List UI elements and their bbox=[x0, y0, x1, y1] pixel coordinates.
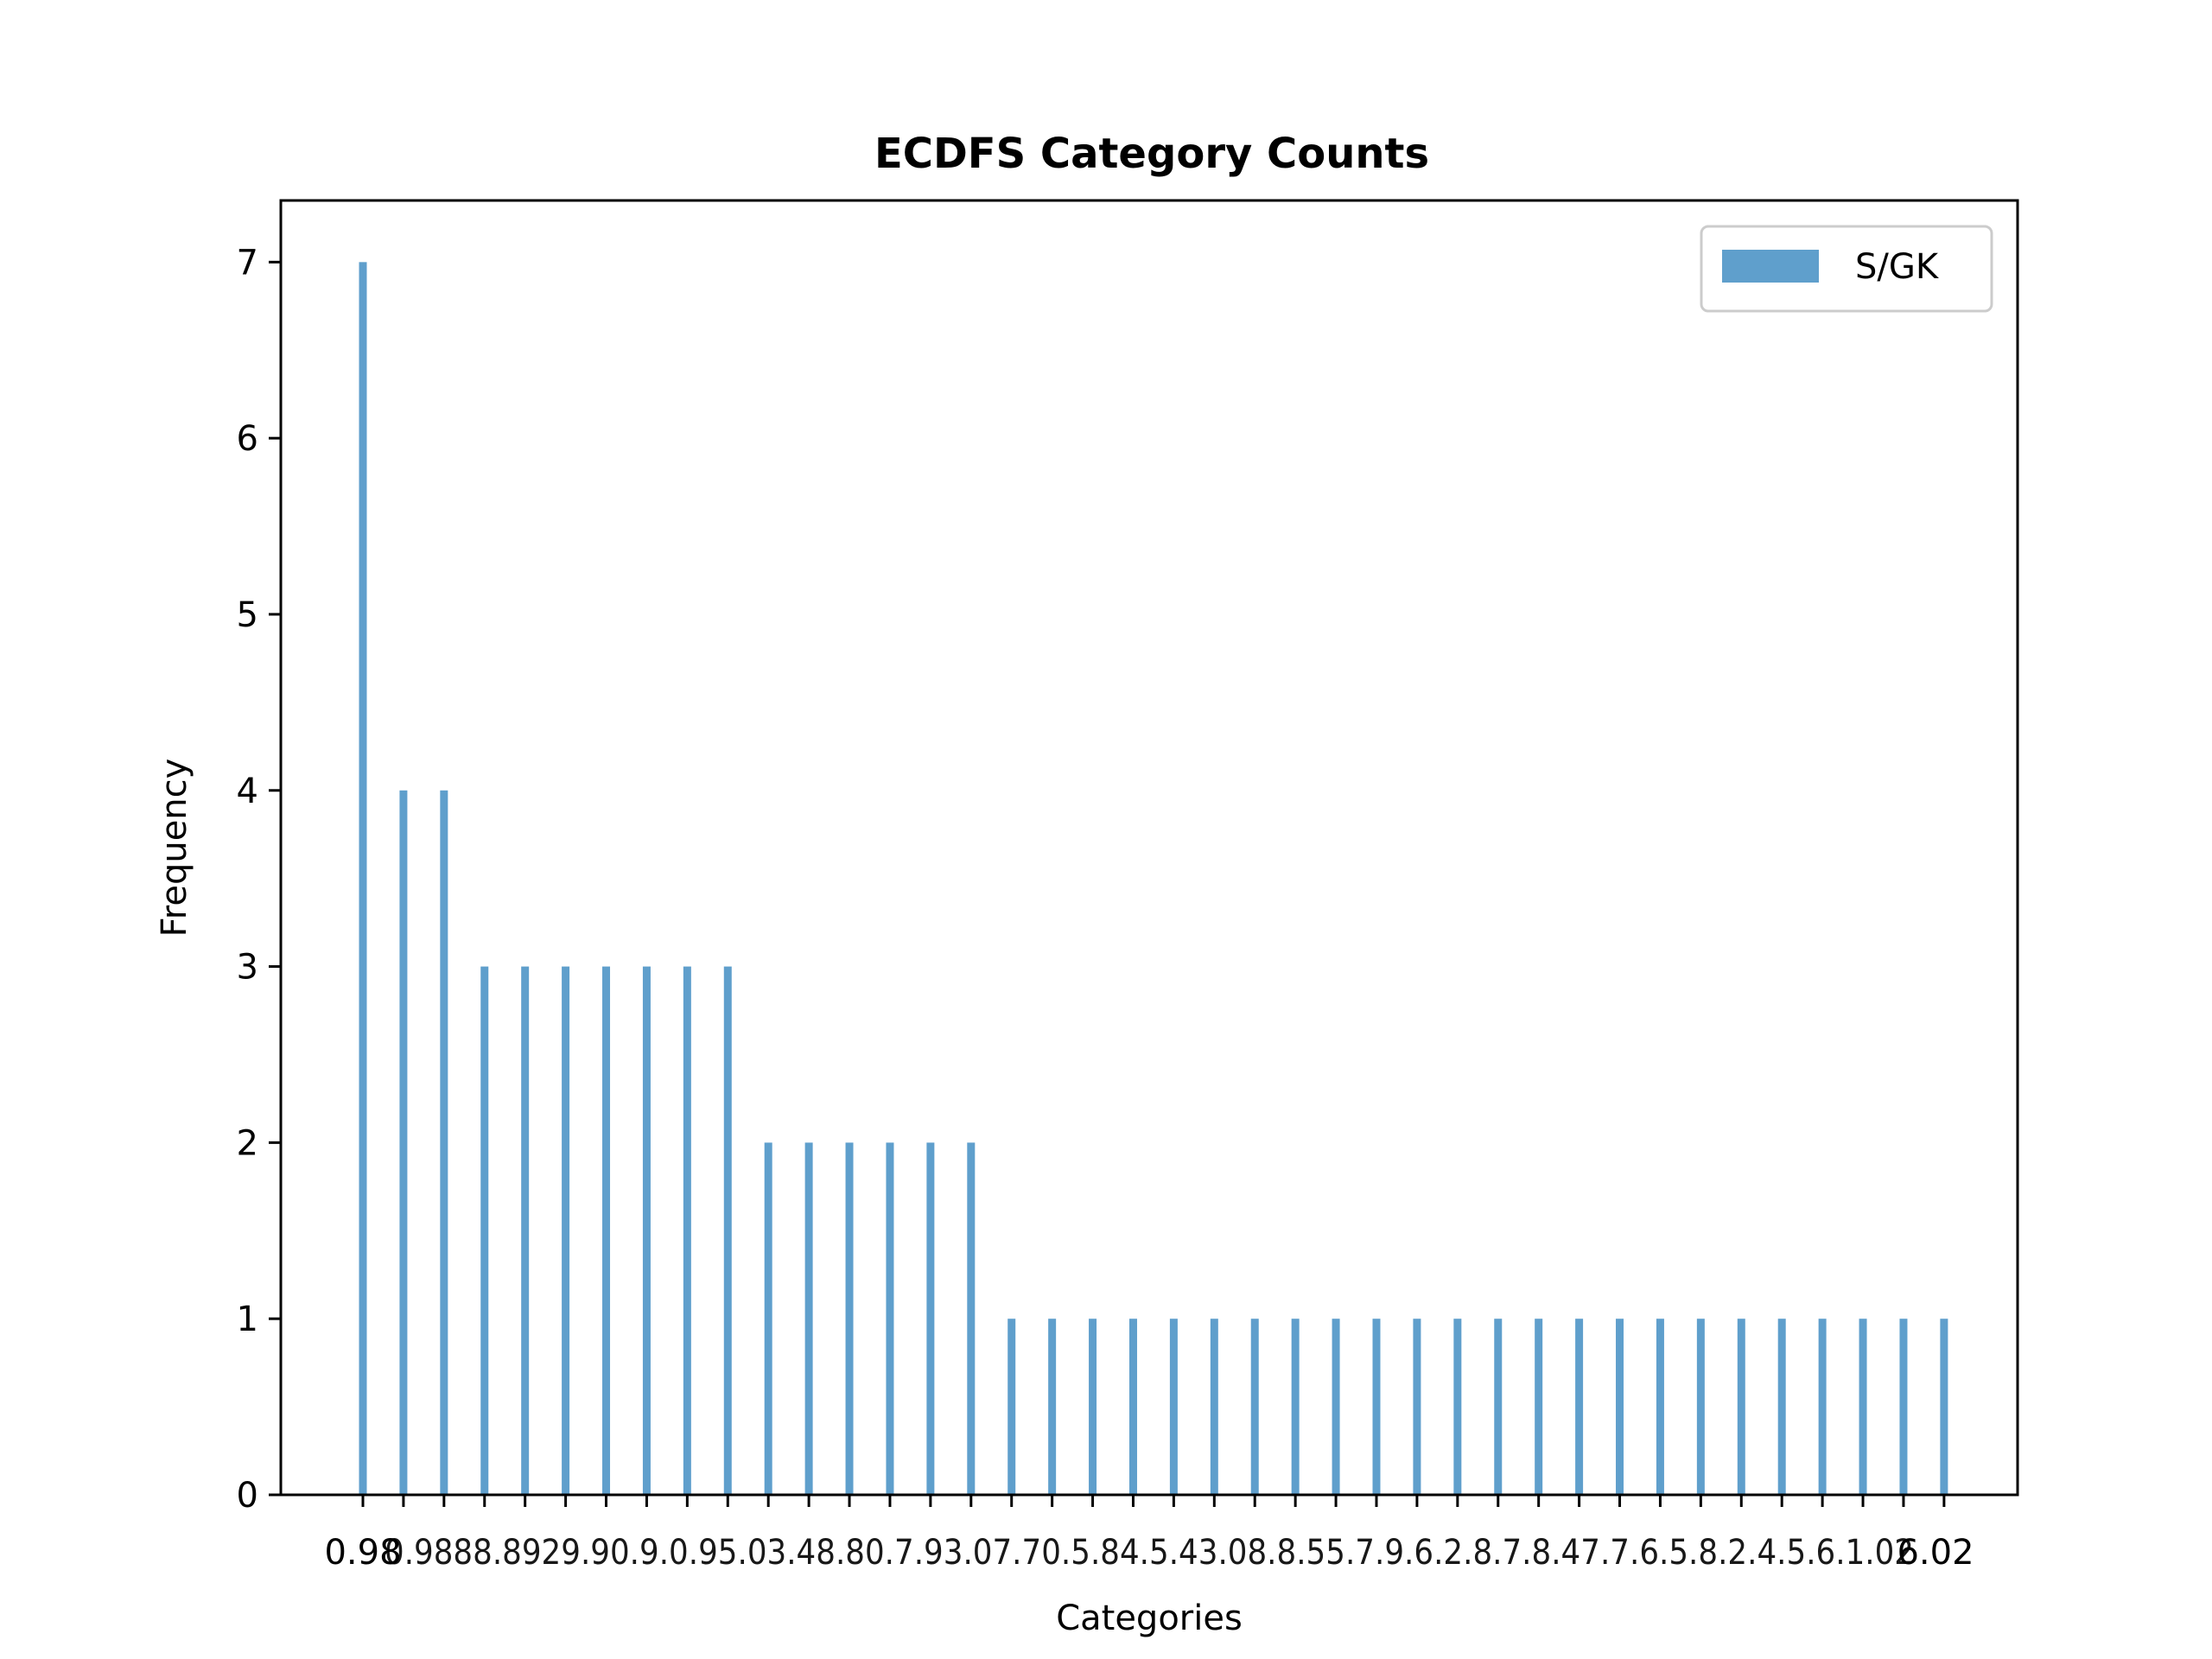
bar bbox=[1291, 1319, 1300, 1495]
bar bbox=[1169, 1319, 1178, 1495]
bar bbox=[480, 966, 489, 1495]
bar bbox=[1656, 1319, 1664, 1495]
bar bbox=[1859, 1319, 1867, 1495]
bar bbox=[1250, 1319, 1259, 1495]
bar bbox=[562, 966, 570, 1495]
bar bbox=[1899, 1319, 1908, 1495]
bar bbox=[1210, 1319, 1218, 1495]
x-axis-ticks bbox=[361, 1495, 1946, 1507]
bar bbox=[521, 966, 530, 1495]
y-tick-label: 7 bbox=[237, 243, 258, 283]
bar bbox=[886, 1142, 894, 1495]
legend-swatch bbox=[1722, 250, 1819, 283]
bar bbox=[1616, 1319, 1624, 1495]
bar bbox=[683, 966, 691, 1495]
bar bbox=[804, 1142, 813, 1495]
y-axis-ticks: 0 1 2 3 4 5 6 7 bbox=[237, 243, 281, 1516]
bar bbox=[1413, 1319, 1421, 1495]
y-tick-label: 5 bbox=[237, 595, 258, 635]
y-tick-label: 2 bbox=[237, 1123, 258, 1163]
bar-series bbox=[359, 262, 1948, 1495]
bar bbox=[440, 790, 448, 1495]
chart-title: ECDFS Category Counts bbox=[874, 130, 1429, 178]
y-tick-label: 0 bbox=[237, 1476, 258, 1516]
y-tick-label: 4 bbox=[237, 772, 258, 811]
bar bbox=[1575, 1319, 1584, 1495]
legend: S/GK bbox=[1700, 225, 1993, 313]
bar bbox=[764, 1142, 772, 1495]
bar bbox=[1007, 1319, 1016, 1495]
bar bbox=[1494, 1319, 1503, 1495]
y-axis-label: Frequency bbox=[155, 759, 194, 938]
legend-box bbox=[1700, 225, 1993, 313]
bar bbox=[845, 1142, 854, 1495]
bar bbox=[1048, 1319, 1057, 1495]
bar bbox=[1453, 1319, 1462, 1495]
x-axis-label: Categories bbox=[1056, 1599, 1243, 1638]
bar bbox=[1696, 1319, 1705, 1495]
y-tick-label: 3 bbox=[237, 948, 258, 988]
bar bbox=[926, 1142, 935, 1495]
bar bbox=[1332, 1319, 1340, 1495]
bar bbox=[967, 1142, 976, 1495]
bar bbox=[1372, 1319, 1381, 1495]
bar bbox=[723, 966, 732, 1495]
bar bbox=[642, 966, 651, 1495]
x-tick-labels-overlapping: 0.9888.8929.90.9.0.95.03.48.80.7.93.07.7… bbox=[385, 1533, 1914, 1573]
bar bbox=[1089, 1319, 1097, 1495]
y-tick-label: 1 bbox=[237, 1300, 258, 1339]
plot-frame bbox=[279, 199, 2019, 1497]
bar bbox=[602, 966, 611, 1495]
bar bbox=[1737, 1319, 1745, 1495]
bar bbox=[359, 262, 367, 1495]
bar bbox=[1128, 1319, 1137, 1495]
bar bbox=[1777, 1319, 1786, 1495]
legend-label: S/GK bbox=[1855, 247, 1940, 287]
bar bbox=[1818, 1319, 1827, 1495]
x-tick-label-first: 0.98 bbox=[324, 1533, 401, 1573]
bar bbox=[1535, 1319, 1543, 1495]
x-tick-label-last: 6.02 bbox=[1897, 1533, 1974, 1573]
y-tick-label: 6 bbox=[237, 419, 258, 459]
bar bbox=[1940, 1319, 1948, 1495]
bar bbox=[399, 790, 408, 1495]
